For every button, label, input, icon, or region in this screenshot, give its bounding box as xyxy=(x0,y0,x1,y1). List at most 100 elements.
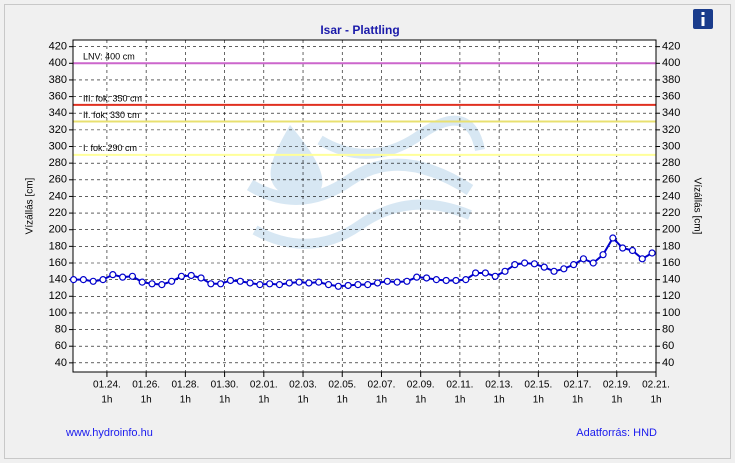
data-point xyxy=(89,277,97,285)
x-tick-label: 01.28. xyxy=(171,380,199,391)
threshold-label: I. fok: 290 cm xyxy=(83,143,137,153)
y-tick-label: 260 xyxy=(49,174,67,186)
y2-tick-label: 420 xyxy=(662,41,680,53)
data-point xyxy=(158,281,166,289)
data-point xyxy=(471,269,480,277)
data-point xyxy=(354,281,362,289)
data-point xyxy=(148,280,156,288)
threshold-label: II. fok: 330 cm xyxy=(83,110,140,120)
data-point xyxy=(256,281,264,289)
x-tick-label: 02.09. xyxy=(407,380,435,391)
x-tick-label: 02.05. xyxy=(328,380,356,391)
data-point xyxy=(285,279,293,287)
y-tick-label: 80 xyxy=(55,323,67,335)
data-point xyxy=(589,259,597,267)
footer-source: Adatforrás: HND xyxy=(576,427,657,439)
y2-tick-label: 260 xyxy=(662,174,680,186)
y-tick-label: 400 xyxy=(49,57,67,69)
x-tick-sublabel: 1h xyxy=(376,395,387,406)
watermark-wave xyxy=(317,115,485,159)
data-point xyxy=(226,276,235,285)
y-tick-label: 420 xyxy=(49,41,67,53)
y-tick-label: 140 xyxy=(49,274,67,286)
y-tick-label: 160 xyxy=(49,257,67,269)
x-tick-sublabel: 1h xyxy=(101,395,112,406)
data-point xyxy=(315,278,323,286)
data-point xyxy=(511,261,519,269)
data-point xyxy=(413,273,421,281)
data-point xyxy=(344,281,352,290)
data-point xyxy=(383,277,391,285)
data-point xyxy=(373,279,382,287)
y-tick-label: 240 xyxy=(49,190,67,202)
y-tick-label: 320 xyxy=(49,124,67,136)
data-point xyxy=(364,281,372,289)
y2-tick-label: 180 xyxy=(662,240,680,252)
data-point xyxy=(609,234,617,242)
data-point xyxy=(481,269,489,277)
data-point xyxy=(521,259,529,267)
data-point xyxy=(266,280,274,288)
y2-tick-label: 380 xyxy=(662,74,680,86)
y2-tick-label: 140 xyxy=(662,274,680,286)
frame xyxy=(4,4,731,459)
data-point xyxy=(462,276,470,284)
y-axis-label: Vízállás [cm] xyxy=(25,177,36,234)
x-tick-sublabel: 1h xyxy=(415,395,426,406)
x-tick-label: 02.21. xyxy=(642,380,670,391)
x-tick-label: 02.15. xyxy=(524,380,552,391)
plot-area xyxy=(73,40,656,372)
data-point xyxy=(109,271,117,279)
x-tick-sublabel: 1h xyxy=(141,395,152,406)
data-point xyxy=(628,246,637,255)
y2-tick-label: 120 xyxy=(662,290,680,302)
y2-tick-label: 300 xyxy=(662,140,680,152)
data-point xyxy=(187,271,195,280)
y-tick-label: 280 xyxy=(49,157,67,169)
data-point xyxy=(79,276,87,284)
data-point xyxy=(579,255,588,263)
y2-tick-label: 240 xyxy=(662,190,680,202)
y-tick-label: 380 xyxy=(49,74,67,86)
data-point xyxy=(530,260,539,268)
y-tick-label: 200 xyxy=(49,224,67,236)
info-icon[interactable] xyxy=(693,9,713,29)
y2-tick-label: 100 xyxy=(662,307,680,319)
data-point xyxy=(442,276,450,285)
data-point xyxy=(393,278,401,286)
data-point xyxy=(422,274,431,282)
y-tick-label: 360 xyxy=(49,90,67,102)
data-point xyxy=(217,280,225,288)
data-point xyxy=(491,272,499,280)
data-point xyxy=(138,278,146,286)
data-point xyxy=(648,249,656,257)
y2-tick-label: 160 xyxy=(662,257,680,269)
data-point xyxy=(236,277,244,285)
data-point xyxy=(207,280,215,288)
data-point xyxy=(452,276,460,285)
x-tick-sublabel: 1h xyxy=(533,395,544,406)
y-tick-label: 60 xyxy=(55,340,67,352)
x-tick-label: 02.13. xyxy=(485,380,513,391)
data-point xyxy=(432,276,440,284)
data-point xyxy=(619,244,627,252)
data-point xyxy=(99,276,107,284)
y2-tick-label: 360 xyxy=(662,90,680,102)
y2-tick-label: 40 xyxy=(662,357,674,369)
x-tick-label: 02.19. xyxy=(603,380,631,391)
data-point xyxy=(128,272,137,280)
x-tick-sublabel: 1h xyxy=(337,395,348,406)
x-tick-label: 02.01. xyxy=(250,380,278,391)
data-point xyxy=(295,278,303,286)
y2-tick-label: 400 xyxy=(662,57,680,69)
y-tick-label: 100 xyxy=(49,307,67,319)
data-point xyxy=(305,279,313,287)
x-tick-sublabel: 1h xyxy=(650,395,661,406)
data-point xyxy=(403,277,411,285)
y-tick-label: 120 xyxy=(49,290,67,302)
x-tick-sublabel: 1h xyxy=(611,395,622,406)
x-tick-label: 02.17. xyxy=(564,380,592,391)
footer-link[interactable]: www.hydroinfo.hu xyxy=(65,427,153,439)
data-point xyxy=(324,281,333,289)
